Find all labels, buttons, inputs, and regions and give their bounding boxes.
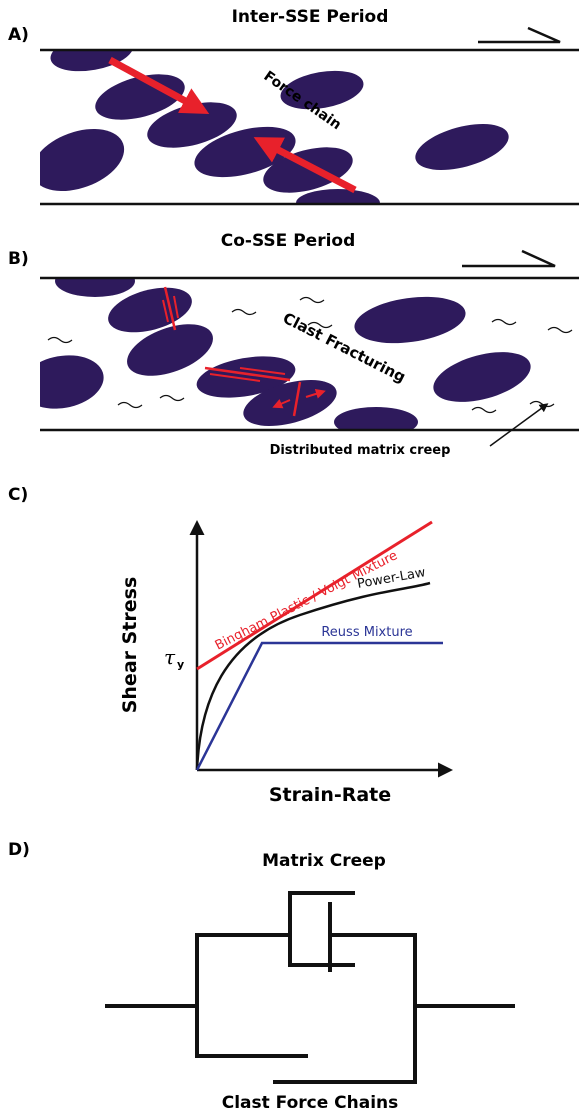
force-arrow bbox=[108, 56, 210, 115]
rheology-model bbox=[105, 891, 515, 1084]
annotation: Distributed matrix creep bbox=[270, 443, 451, 458]
panel-label: A) bbox=[8, 25, 29, 45]
bingham-curve bbox=[196, 520, 433, 671]
pointer-arrow bbox=[489, 403, 549, 447]
fractures bbox=[162, 286, 326, 417]
reuss-curve bbox=[195, 641, 443, 771]
matrix-creep bbox=[47, 296, 573, 414]
curve-label: Reuss Mixture bbox=[321, 625, 412, 640]
yield-subscript: y bbox=[177, 658, 184, 671]
panel-label: D) bbox=[8, 840, 30, 860]
element-label: Matrix Creep bbox=[262, 851, 386, 871]
panel-label: C) bbox=[8, 485, 28, 505]
power-law-curve bbox=[195, 581, 431, 771]
clasts bbox=[40, 278, 531, 430]
axis-label: Shear Stress bbox=[119, 577, 141, 714]
yield-symbol: τ bbox=[164, 645, 176, 669]
element-label: Clast Force Chains bbox=[222, 1093, 399, 1113]
force-arrow bbox=[253, 137, 357, 194]
clasts bbox=[40, 50, 509, 204]
shear-arrow bbox=[462, 249, 556, 268]
panel-label: B) bbox=[8, 249, 29, 269]
shear-arrow bbox=[478, 26, 561, 44]
panel-title: Co-SSE Period bbox=[221, 231, 356, 251]
axis-label: Strain-Rate bbox=[269, 784, 391, 806]
panel-title: Inter-SSE Period bbox=[232, 7, 389, 27]
